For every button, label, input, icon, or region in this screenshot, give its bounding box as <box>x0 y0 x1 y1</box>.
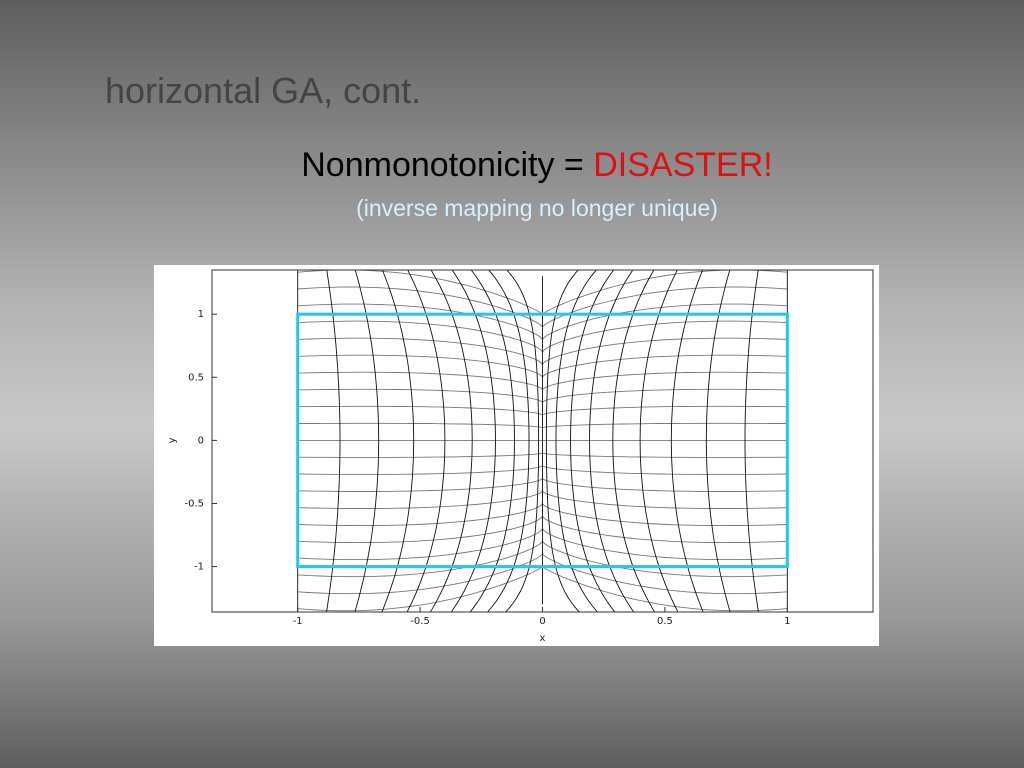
mesh-line-v <box>354 270 380 612</box>
target-box <box>296 312 789 569</box>
y-tick-label: -1 <box>194 562 204 573</box>
x-tick-label: 0.5 <box>657 616 673 627</box>
heading-emphasis: DISASTER! <box>593 146 773 184</box>
x-tick-label: -0.5 <box>410 616 430 627</box>
y-tick-label: -0.5 <box>184 498 204 509</box>
heading-text: Nonmonotonicity = <box>301 146 584 184</box>
x-axis-label: x <box>540 633 546 644</box>
x-tick-label: 0 <box>539 616 545 627</box>
y-tick-label: 0.5 <box>188 372 204 383</box>
mesh-line-v <box>744 270 759 612</box>
y-tick-label: 1 <box>198 309 204 320</box>
mesh-line-v <box>486 270 530 612</box>
mesh-line-v <box>504 270 540 612</box>
y-tick-label: 0 <box>198 435 204 446</box>
x-tick-label: 1 <box>784 616 790 627</box>
mesh-line-v <box>381 270 415 612</box>
y-axis-label: y <box>167 437 178 443</box>
slide-title: horizontal GA, cont. <box>105 70 422 111</box>
mesh-line-v <box>670 270 704 612</box>
mesh-line-v <box>429 270 473 612</box>
mesh-line-v <box>406 270 446 612</box>
heading: Nonmonotonicity = DISASTER! <box>0 146 1024 185</box>
mesh-line-v <box>469 270 515 612</box>
mesh <box>297 270 788 612</box>
mesh-line-v <box>545 270 581 612</box>
subtitle: (inverse mapping no longer unique) <box>356 195 718 221</box>
mesh-line-v <box>555 270 599 612</box>
x-tick-label: -1 <box>293 616 303 627</box>
mesh-line-v <box>612 270 656 612</box>
plot: -1 -0.5 0 0.5 1 -1 -0.5 0 0.5 1 x y <box>154 265 879 646</box>
mesh-line-v <box>450 270 496 612</box>
mesh-line-v <box>570 270 616 612</box>
mesh-line-v <box>705 270 731 612</box>
mesh-line-v <box>639 270 679 612</box>
mesh-line-v <box>589 270 635 612</box>
mesh-line-v <box>326 270 341 612</box>
